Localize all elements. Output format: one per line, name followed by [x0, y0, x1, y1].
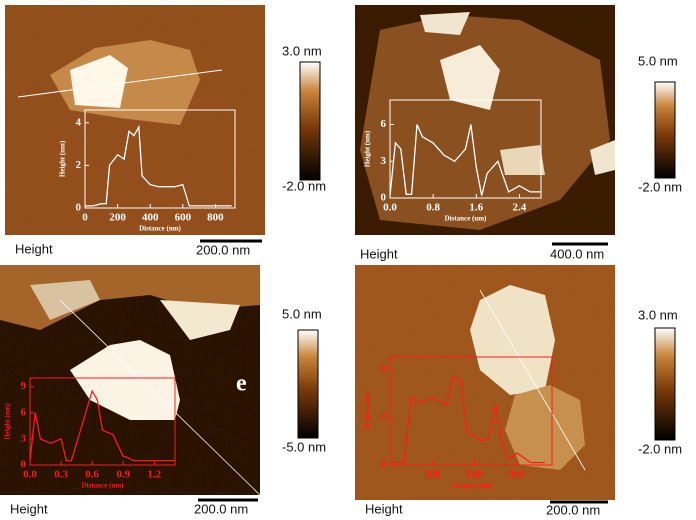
image-label: Height [360, 246, 398, 261]
y-tick-label: 0 [381, 192, 387, 204]
x-axis-label: Distance (nm) [450, 482, 492, 490]
y-tick-label: 2 [76, 159, 82, 171]
y-axis-label: Height (nm) [4, 403, 12, 440]
x-tick-label: 800 [207, 212, 224, 224]
x-tick-label: 600 [466, 469, 483, 481]
y-tick-label: 0 [76, 202, 82, 214]
profile-frame [29, 377, 176, 466]
y-tick-label: 4 [76, 116, 82, 128]
y-tick-label: 2 [381, 411, 387, 423]
colorbar-min: -2.0 nm [282, 178, 326, 193]
y-tick-label: 3 [381, 155, 387, 167]
x-axis-label: Distance (um) [82, 482, 124, 490]
scale-bar: 200.0 nm [546, 502, 600, 517]
x-tick-label: 0.9 [116, 469, 130, 481]
x-tick-label: 0.0 [383, 202, 397, 214]
x-tick-label: 0 [82, 212, 88, 224]
y-axis-label: Height (nm) [364, 392, 372, 429]
colorbar [297, 329, 319, 439]
colorbar-max: 5.0 nm [638, 53, 678, 68]
scale-bar: 200.0 nm [196, 242, 250, 257]
y-tick-label: 6 [21, 406, 27, 418]
y-tick-label: 0 [21, 459, 27, 471]
x-tick-label: 0.6 [85, 469, 99, 481]
height-profile [85, 124, 232, 207]
afm-image [355, 5, 615, 235]
colorbar-min: -5.0 nm [282, 439, 326, 454]
scale-bar: 400.0 nm [550, 246, 604, 261]
y-axis-label: Height (nm) [59, 140, 67, 177]
colorbar-max: 5.0 nm [282, 306, 322, 321]
afm-image [0, 265, 261, 496]
x-tick-label: 400 [142, 212, 159, 224]
x-tick-label: 0.8 [426, 202, 440, 214]
x-axis-label: Distance (um) [445, 215, 487, 223]
colorbar [654, 327, 676, 441]
x-tick-label: 2.4 [513, 202, 527, 214]
panel-tag: e [236, 371, 247, 397]
x-tick-label: 1.6 [469, 202, 483, 214]
afm-image [5, 5, 265, 235]
colorbar [299, 61, 321, 181]
x-tick-label: 0.0 [23, 469, 37, 481]
afm-image [355, 265, 615, 500]
x-tick-label: 300 [424, 469, 441, 481]
x-tick-label: 0.3 [54, 469, 68, 481]
y-tick-label: 9 [21, 380, 27, 392]
x-tick-label: 1.2 [147, 469, 161, 481]
image-label: Height [365, 501, 403, 516]
scale-bar: 200.0 nm [194, 501, 248, 516]
height-profile [29, 389, 175, 462]
y-axis-label: Height (nm) [364, 130, 372, 167]
x-tick-label: 900 [509, 469, 526, 481]
colorbar-max: 3.0 nm [282, 43, 322, 58]
colorbar-max: 3.0 nm [638, 307, 678, 322]
profile-frame [389, 356, 553, 466]
height-profile [390, 375, 545, 464]
y-tick-label: 3 [21, 432, 27, 444]
colorbar [654, 81, 676, 179]
y-tick-label: 6 [381, 118, 387, 130]
image-label: Height [15, 241, 53, 256]
y-tick-label: 4 [381, 363, 387, 375]
height-profile [389, 124, 541, 196]
x-tick-label: 600 [175, 212, 192, 224]
profile-frame [389, 99, 542, 199]
y-tick-label: 0 [381, 459, 387, 471]
profile-frame [84, 109, 236, 209]
colorbar-min: -2.0 nm [638, 441, 682, 456]
image-label: Height [10, 501, 48, 516]
colorbar-min: -2.0 nm [638, 179, 682, 194]
x-axis-label: Distance (nm) [139, 225, 181, 233]
x-tick-label: 200 [109, 212, 126, 224]
